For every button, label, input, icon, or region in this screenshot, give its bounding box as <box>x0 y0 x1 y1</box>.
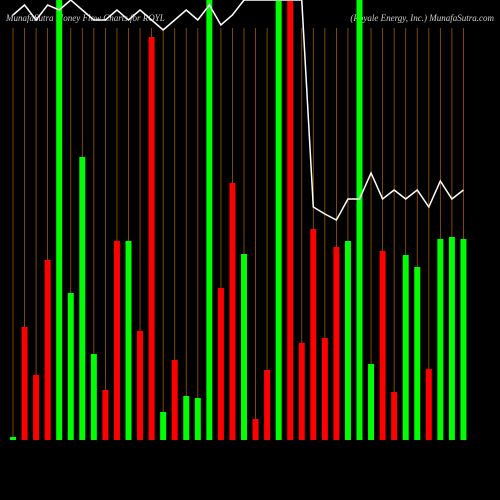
bar <box>275 0 282 440</box>
bar <box>217 288 224 440</box>
bar <box>33 375 40 440</box>
bar <box>229 183 236 440</box>
bar <box>298 343 305 440</box>
money-flow-line <box>12 0 464 222</box>
bar <box>448 237 455 440</box>
bar <box>379 251 386 440</box>
bar <box>113 241 120 440</box>
bar <box>90 354 97 440</box>
bar <box>206 0 213 440</box>
bar <box>241 254 247 440</box>
bar <box>160 412 167 440</box>
bar <box>368 364 375 440</box>
chart-subtitle: (Royale Energy, Inc.) MunafaSutra.com <box>350 13 494 23</box>
bar <box>56 0 63 440</box>
chart-title: MunafaSutra Money Flow Charts for ROYL <box>5 13 165 23</box>
bar <box>21 327 28 440</box>
bar <box>391 392 398 440</box>
bar <box>310 229 317 440</box>
bar <box>67 293 74 440</box>
bar <box>414 267 421 440</box>
bar <box>252 419 259 440</box>
bar <box>356 0 363 440</box>
bar <box>425 369 432 440</box>
bar <box>402 255 409 440</box>
bar <box>264 370 271 440</box>
bar <box>183 396 190 440</box>
bar <box>171 360 178 440</box>
bar <box>137 331 144 440</box>
bar <box>10 437 16 440</box>
bar <box>287 0 294 440</box>
bar <box>194 398 201 440</box>
bar <box>125 241 132 440</box>
bar <box>437 239 444 440</box>
bar <box>344 241 351 440</box>
bar <box>321 338 328 440</box>
bar <box>79 157 86 440</box>
bar <box>102 390 109 440</box>
bar <box>333 247 340 440</box>
bar <box>460 239 467 440</box>
bar <box>44 260 51 440</box>
bar <box>148 37 155 440</box>
